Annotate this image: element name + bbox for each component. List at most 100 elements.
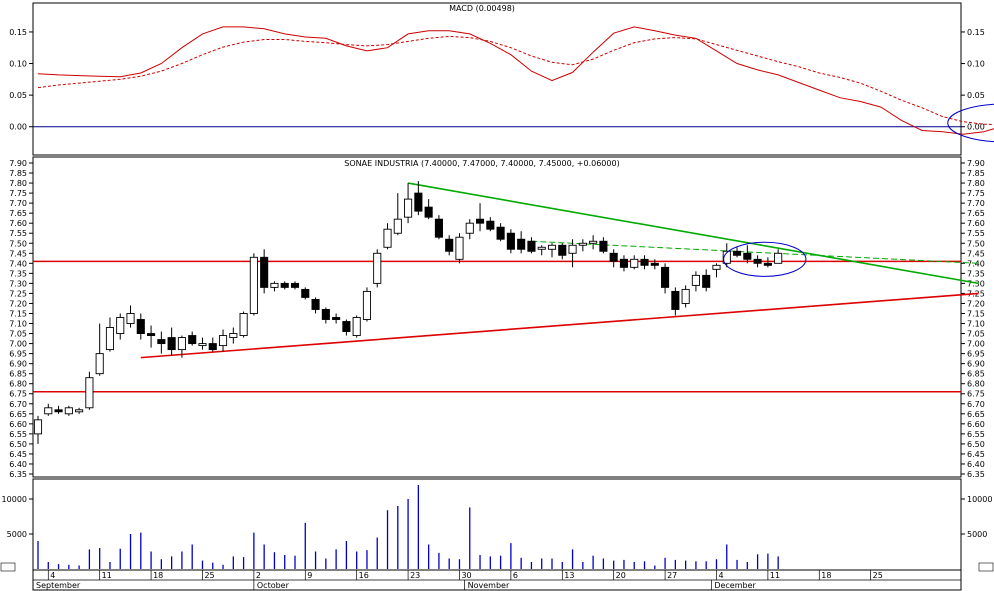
candle-body: [424, 206, 433, 218]
candle-body: [630, 258, 639, 268]
month-tick-label: October: [257, 581, 290, 590]
corner-box-left: [0, 562, 16, 572]
candle-body: [126, 313, 135, 324]
candle-body: [414, 192, 423, 212]
month-tick-label: November: [468, 581, 510, 590]
price-tick-label: 6.70: [9, 400, 27, 409]
candle-body: [404, 198, 413, 218]
price-tick-label: 7.50: [9, 239, 27, 248]
candle-body: [301, 288, 310, 298]
candle-body: [218, 335, 228, 347]
macd-tick-label: 0.10: [967, 60, 985, 69]
candle-body: [198, 343, 207, 347]
day-tick-label: 18: [821, 571, 831, 580]
candle-body: [599, 240, 608, 252]
candle-body: [547, 244, 557, 250]
candle-body: [722, 250, 731, 264]
price-tick-label: 7.75: [967, 189, 985, 198]
candle-body: [249, 256, 258, 314]
macd-signal-line: [37, 35, 994, 125]
price-tick-label: 7.80: [967, 179, 985, 188]
candle-body: [486, 220, 495, 230]
price-tick-label: 7.05: [967, 330, 985, 339]
price-tick-label: 7.05: [9, 330, 27, 339]
candle-body: [332, 317, 341, 320]
candle-body: [558, 244, 567, 256]
candle-body: [321, 309, 330, 320]
candle-body: [681, 288, 690, 304]
candle-body: [239, 313, 248, 337]
candle-body: [270, 282, 279, 288]
candle-body: [147, 333, 156, 337]
month-tick-label: September: [36, 581, 81, 590]
price-tick-label: 7.00: [967, 340, 985, 349]
candle-body: [229, 333, 238, 339]
panel-frame: [32, 156, 962, 478]
price-tick-label: 7.90: [967, 159, 985, 168]
candle-body: [763, 262, 772, 266]
price-tick-label: 7.85: [967, 169, 985, 178]
price-tick-label: 7.20: [9, 299, 27, 308]
candle-body: [475, 218, 485, 224]
price-tick-label: 7.55: [9, 229, 27, 238]
macd-tick-label: 0.00: [967, 123, 985, 132]
price-trendline: [140, 292, 979, 359]
price-tick-label: 6.75: [967, 390, 985, 399]
price-tick-label: 6.40: [967, 460, 985, 469]
price-tick-label: 7.60: [967, 219, 985, 228]
macd-tick-label: 0.05: [967, 91, 985, 100]
corner-box-right: [978, 562, 994, 572]
volume-tick-label: 5000: [7, 530, 27, 539]
day-tick-label: 11: [102, 571, 112, 580]
candle-body: [455, 236, 464, 260]
price-tick-label: 6.95: [967, 350, 985, 359]
day-tick-label: 4: [718, 571, 723, 580]
price-tick-label: 7.30: [9, 279, 27, 288]
candle-body: [136, 319, 145, 334]
price-tick-label: 7.10: [9, 320, 27, 329]
price-tick-label: 7.60: [9, 219, 27, 228]
macd-tick-label: 0.05: [9, 91, 27, 100]
candle-body: [568, 244, 577, 254]
price-tick-label: 7.25: [9, 289, 27, 298]
candle-body: [95, 353, 104, 375]
day-tick-label: 13: [564, 571, 574, 580]
candle-body: [362, 290, 372, 320]
volume-tick-label: 10000: [2, 495, 27, 504]
candle-body: [177, 337, 186, 351]
candle-body: [609, 252, 618, 262]
panel-frame: [32, 2, 962, 156]
candle-body: [167, 337, 176, 351]
candle-body: [702, 274, 711, 288]
candle-body: [64, 407, 73, 415]
candle-body: [619, 258, 629, 268]
price-tick-label: 6.85: [9, 370, 27, 379]
price-title: SONAE INDUSTRIA (7.40000, 7.47000, 7.400…: [344, 159, 619, 168]
candle-body: [650, 262, 659, 266]
macd-panel: 0.00 0.00 0.05 0.05 0.10 0.10 0.15 0.15: [9, 26, 994, 143]
candle-body: [157, 339, 166, 345]
candle-body: [85, 377, 94, 409]
day-tick-label: 6: [513, 571, 518, 580]
price-tick-label: 6.55: [9, 430, 27, 439]
volume-tick-label: 5000: [967, 530, 987, 539]
candle-body: [445, 238, 454, 252]
macd-highlight-ellipse: [947, 103, 994, 143]
candle-body: [116, 317, 125, 334]
price-tick-label: 6.55: [967, 430, 985, 439]
price-tick-label: 7.40: [9, 259, 27, 268]
price-tick-label: 7.70: [967, 199, 985, 208]
candle-body: [661, 266, 670, 288]
candle-body: [434, 218, 443, 238]
day-tick-label: 30: [461, 571, 471, 580]
price-tick-label: 6.50: [9, 440, 27, 449]
price-tick-label: 6.70: [967, 400, 985, 409]
candle-body: [393, 218, 402, 234]
candle-body: [496, 226, 505, 240]
price-tick-label: 6.90: [967, 360, 985, 369]
price-tick-label: 7.65: [967, 209, 985, 218]
day-tick-label: 23: [410, 571, 420, 580]
macd-tick-label: 0.15: [9, 28, 27, 37]
day-tick-label: 4: [50, 571, 55, 580]
candle-body: [527, 240, 536, 252]
